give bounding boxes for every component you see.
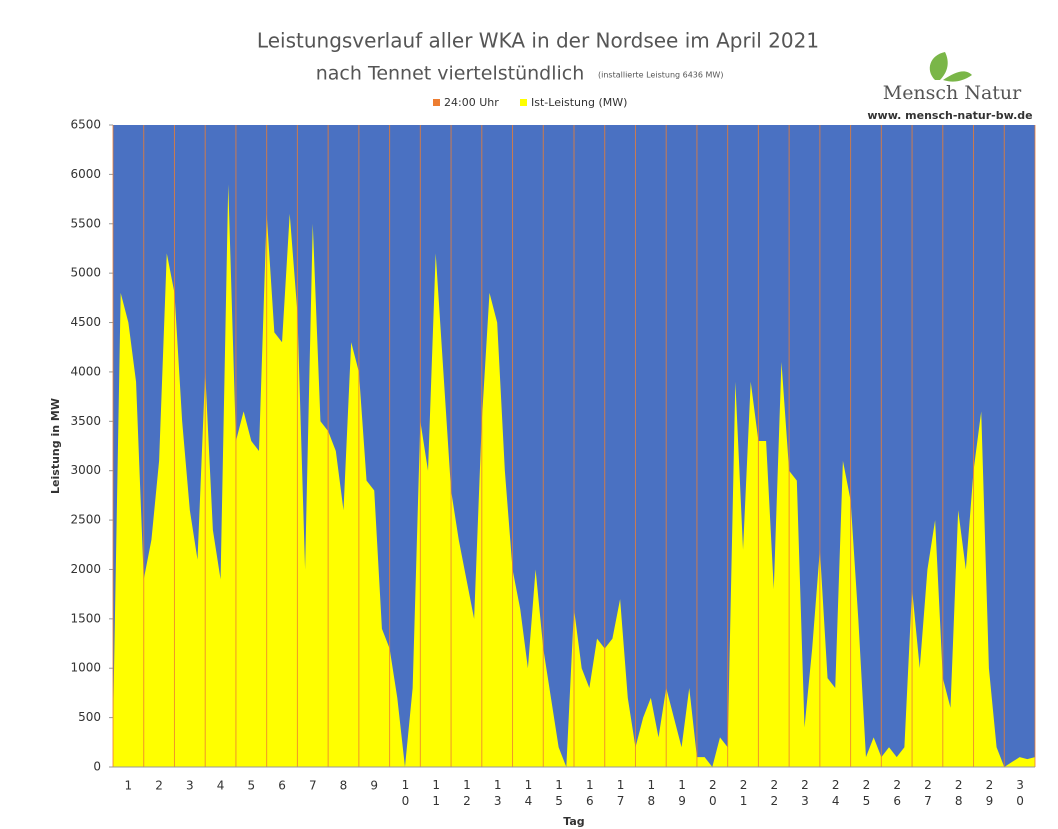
x-tick-label: 14	[521, 778, 535, 810]
x-tick-label: 8	[340, 779, 348, 793]
x-tick-label: 17	[614, 778, 628, 810]
x-tick-label: 25	[859, 778, 873, 810]
x-tick-label: 26	[890, 778, 904, 810]
y-tick-label: 4000	[70, 364, 101, 378]
logo-text: Mensch Natur	[883, 82, 1022, 104]
y-tick-label: 3000	[70, 463, 101, 477]
x-tick-label: 6	[278, 779, 286, 793]
y-tick-label: 2500	[70, 513, 101, 527]
y-tick-label: 6000	[70, 167, 101, 181]
x-tick-label: 19	[675, 778, 689, 810]
legend-series-swatch	[520, 99, 527, 106]
x-tick-label: 2	[155, 779, 163, 793]
y-tick-label: 1500	[70, 611, 101, 625]
x-tick-label: 22	[767, 778, 781, 810]
x-tick-label: 15	[552, 778, 566, 810]
x-tick-label: 5	[247, 779, 255, 793]
y-tick-label: 500	[78, 710, 101, 724]
logo-leaf	[929, 52, 972, 82]
area	[113, 184, 1035, 767]
x-tick-label: 28	[952, 778, 966, 810]
y-tick-label: 4500	[70, 315, 101, 329]
x-tick-label: 1	[125, 779, 133, 793]
x-tick-label: 12	[460, 778, 474, 810]
y-tick-label: 5000	[70, 266, 101, 280]
y-axis-label: Leistung in MW	[49, 398, 62, 494]
x-tick-label: 11	[429, 778, 443, 810]
x-tick-label: 30	[1013, 778, 1027, 810]
legend-marker-swatch	[433, 99, 440, 106]
x-tick-label: 10	[398, 778, 412, 810]
logo: Mensch Natur www. mensch-natur-bw.de	[867, 52, 1033, 122]
y-tick-label: 5500	[70, 216, 101, 230]
y-tick-label: 6500	[70, 118, 101, 132]
x-tick-label: 3	[186, 779, 194, 793]
x-tick-label: 23	[798, 778, 812, 810]
x-tick-label: 9	[370, 779, 378, 793]
x-tick-label: 21	[737, 778, 751, 810]
legend-label: 24:00 Uhr	[444, 96, 499, 109]
x-tick-label: 20	[706, 778, 720, 810]
x-tick-label: 18	[644, 778, 658, 810]
y-tick-label: 2000	[70, 562, 101, 576]
subtitle-note: (installierte Leistung 6436 MW)	[598, 71, 723, 80]
x-tick-label: 29	[982, 778, 996, 810]
y-tick-label: 0	[93, 760, 101, 774]
chart-subtitle: nach Tennet viertelstündlich	[316, 63, 585, 85]
y-tick-label: 1000	[70, 661, 101, 675]
x-tick-label: 7	[309, 779, 317, 793]
chart-title: Leistungsverlauf aller WKA in der Nordse…	[257, 29, 819, 53]
x-tick-label: 24	[829, 778, 843, 810]
x-axis-label: Tag	[563, 815, 584, 828]
logo-url: www. mensch-natur-bw.de	[867, 109, 1032, 122]
y-tick-label: 3500	[70, 414, 101, 428]
x-tick-label: 13	[491, 778, 505, 810]
x-tick-label: 27	[921, 778, 935, 810]
x-tick-label: 4	[217, 779, 225, 793]
legend-label: Ist-Leistung (MW)	[531, 96, 627, 109]
x-tick-label: 16	[583, 778, 597, 810]
